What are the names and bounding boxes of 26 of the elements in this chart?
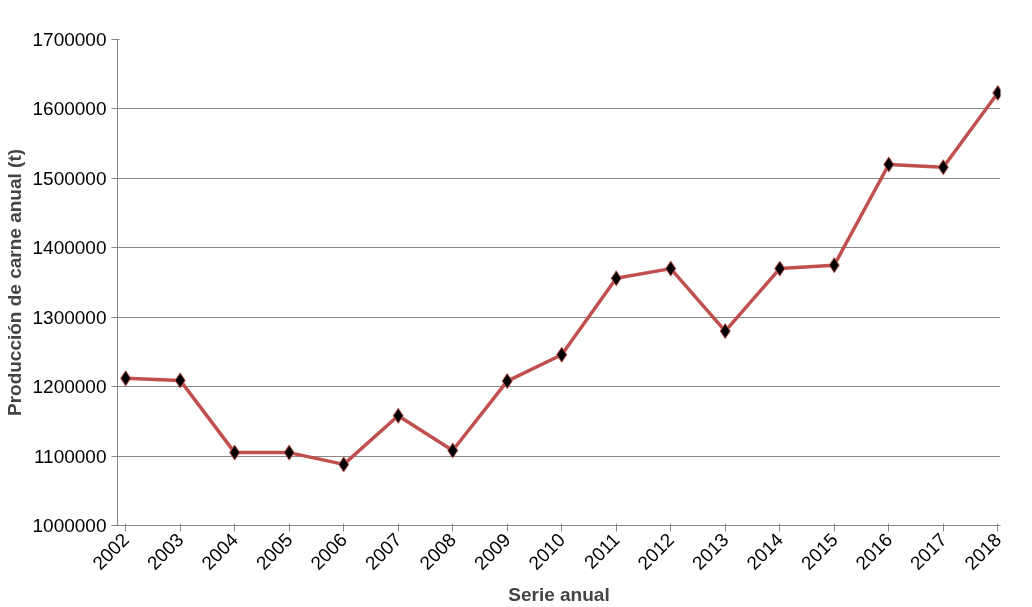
y-tick-label: 1100000 bbox=[33, 445, 107, 467]
x-axis-title: Serie anual bbox=[508, 583, 610, 605]
y-axis-title: Producción de carne anual (t) bbox=[3, 148, 25, 417]
y-tick-label: 1400000 bbox=[32, 237, 107, 259]
y-tick-label: 1500000 bbox=[32, 167, 107, 189]
point bbox=[501, 373, 513, 390]
y-tick-label: 1300000 bbox=[32, 306, 107, 328]
y-tick-label: 1200000 bbox=[32, 376, 107, 398]
point bbox=[828, 257, 840, 274]
point bbox=[556, 346, 568, 363]
point bbox=[229, 444, 241, 461]
point bbox=[120, 370, 132, 387]
point bbox=[665, 260, 677, 277]
point bbox=[719, 323, 731, 340]
point bbox=[937, 159, 949, 176]
point bbox=[883, 156, 895, 173]
y-tick-label: 1000000 bbox=[32, 515, 107, 536]
y-tick-label: 1600000 bbox=[32, 98, 107, 120]
point bbox=[283, 444, 295, 461]
point bbox=[174, 372, 186, 389]
point bbox=[392, 407, 404, 424]
point bbox=[447, 442, 459, 459]
y-tick-label: 1700000 bbox=[32, 29, 107, 50]
point bbox=[338, 456, 350, 473]
point bbox=[610, 270, 622, 287]
point bbox=[774, 260, 786, 277]
